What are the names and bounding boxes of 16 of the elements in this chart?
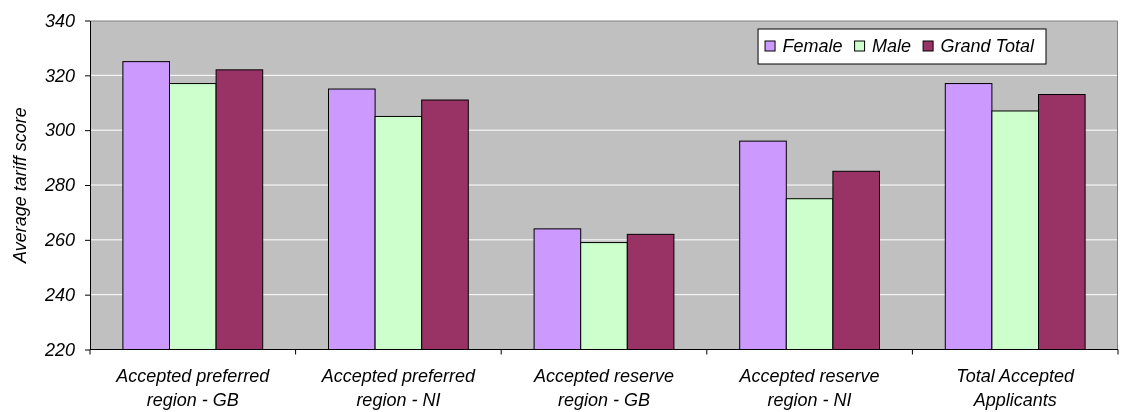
y-tick-label: 240: [43, 284, 75, 305]
y-tick-label: 340: [44, 10, 75, 31]
y-tick-label: 300: [44, 120, 75, 141]
y-tick-label: 260: [43, 230, 75, 251]
x-tick-label: Total Accepted Applicants: [956, 365, 1076, 410]
x-tick-label: Accepted reserve region - NI: [738, 365, 880, 410]
y-axis-title: Average tariff score: [10, 107, 30, 264]
x-tick-label: Accepted preferred region - NI: [320, 365, 476, 410]
x-tick-label: Accepted preferred region - GB: [115, 365, 271, 410]
legend-label: Male: [872, 36, 912, 56]
legend-label: Female: [782, 36, 843, 56]
y-tick-label: 220: [43, 339, 75, 360]
y-tick-label: 280: [43, 175, 75, 196]
legend-label: Grand Total: [940, 36, 1035, 56]
x-tick-label: Accepted reserve region - GB: [532, 365, 675, 410]
y-tick-label: 320: [44, 65, 75, 86]
